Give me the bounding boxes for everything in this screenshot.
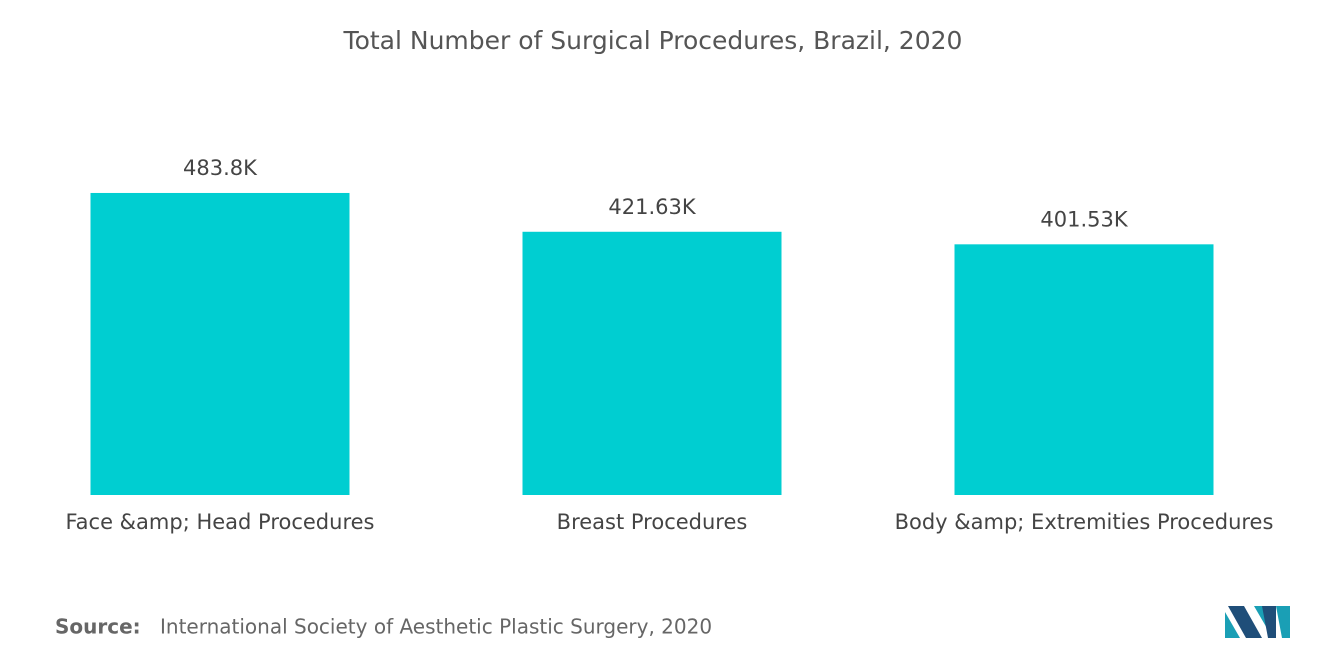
source-label: Source: bbox=[55, 615, 141, 639]
source: International Society of Aesthetic Plast… bbox=[160, 615, 712, 639]
x-tick-label: Body &amp; Extremities Procedures bbox=[895, 510, 1274, 534]
bar bbox=[954, 244, 1214, 495]
x-tick-label: Face &amp; Head Procedures bbox=[66, 510, 375, 534]
value-label: 483.8K bbox=[183, 156, 258, 180]
chart-title: Total Number of Surgical Procedures, Bra… bbox=[343, 26, 963, 55]
bar bbox=[90, 192, 350, 495]
logo bbox=[1225, 606, 1290, 638]
x-tick-label: Breast Procedures bbox=[557, 510, 748, 534]
value-label: 401.53K bbox=[1040, 207, 1128, 231]
bar bbox=[522, 231, 782, 495]
value-label: 421.63K bbox=[608, 195, 696, 219]
